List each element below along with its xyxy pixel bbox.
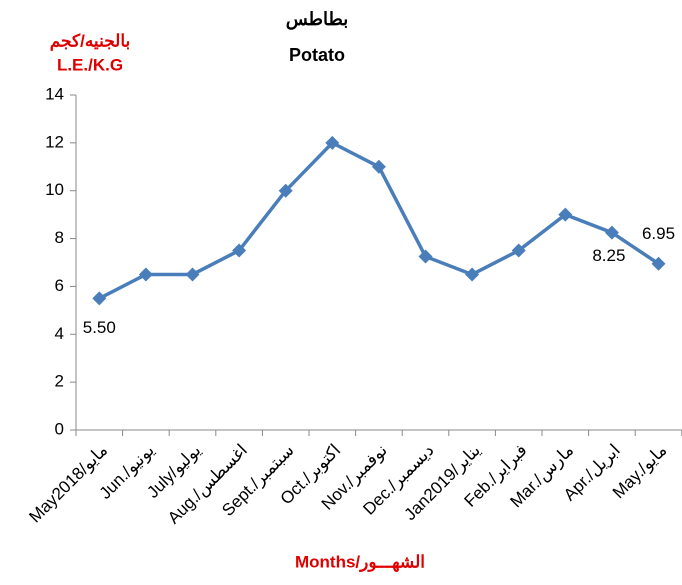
y-tick-label: 2 bbox=[55, 372, 64, 391]
y-tick-label: 8 bbox=[55, 228, 64, 247]
chart-title: بطاطس bbox=[286, 9, 349, 30]
y-tick-label: 4 bbox=[55, 324, 64, 343]
marker bbox=[604, 225, 619, 240]
marker bbox=[465, 267, 480, 282]
y-tick-label: 14 bbox=[45, 84, 64, 103]
marker bbox=[278, 183, 293, 198]
y-axis-label: بالجنيه/كجم bbox=[50, 31, 131, 51]
chart-subtitle: Potato bbox=[289, 45, 345, 65]
y-tick-label: 10 bbox=[45, 180, 64, 199]
y-axis-label: L.E./K.G bbox=[57, 55, 123, 74]
marker bbox=[651, 256, 666, 271]
x-axis-label: Months/الشهـــور bbox=[295, 552, 425, 572]
y-tick-label: 6 bbox=[55, 276, 64, 295]
marker bbox=[558, 207, 573, 222]
marker bbox=[138, 267, 153, 282]
data-label: 5.50 bbox=[83, 318, 116, 337]
marker bbox=[185, 267, 200, 282]
y-tick-label: 0 bbox=[55, 419, 64, 438]
marker bbox=[511, 243, 526, 258]
x-tick-label: May2018/مايو bbox=[25, 441, 112, 528]
marker bbox=[418, 249, 433, 264]
y-tick-label: 12 bbox=[45, 132, 64, 151]
data-label: 8.25 bbox=[592, 246, 625, 265]
marker bbox=[92, 291, 107, 306]
marker bbox=[325, 135, 340, 150]
marker bbox=[371, 159, 386, 174]
marker bbox=[232, 243, 247, 258]
data-label: 6.95 bbox=[642, 224, 675, 243]
